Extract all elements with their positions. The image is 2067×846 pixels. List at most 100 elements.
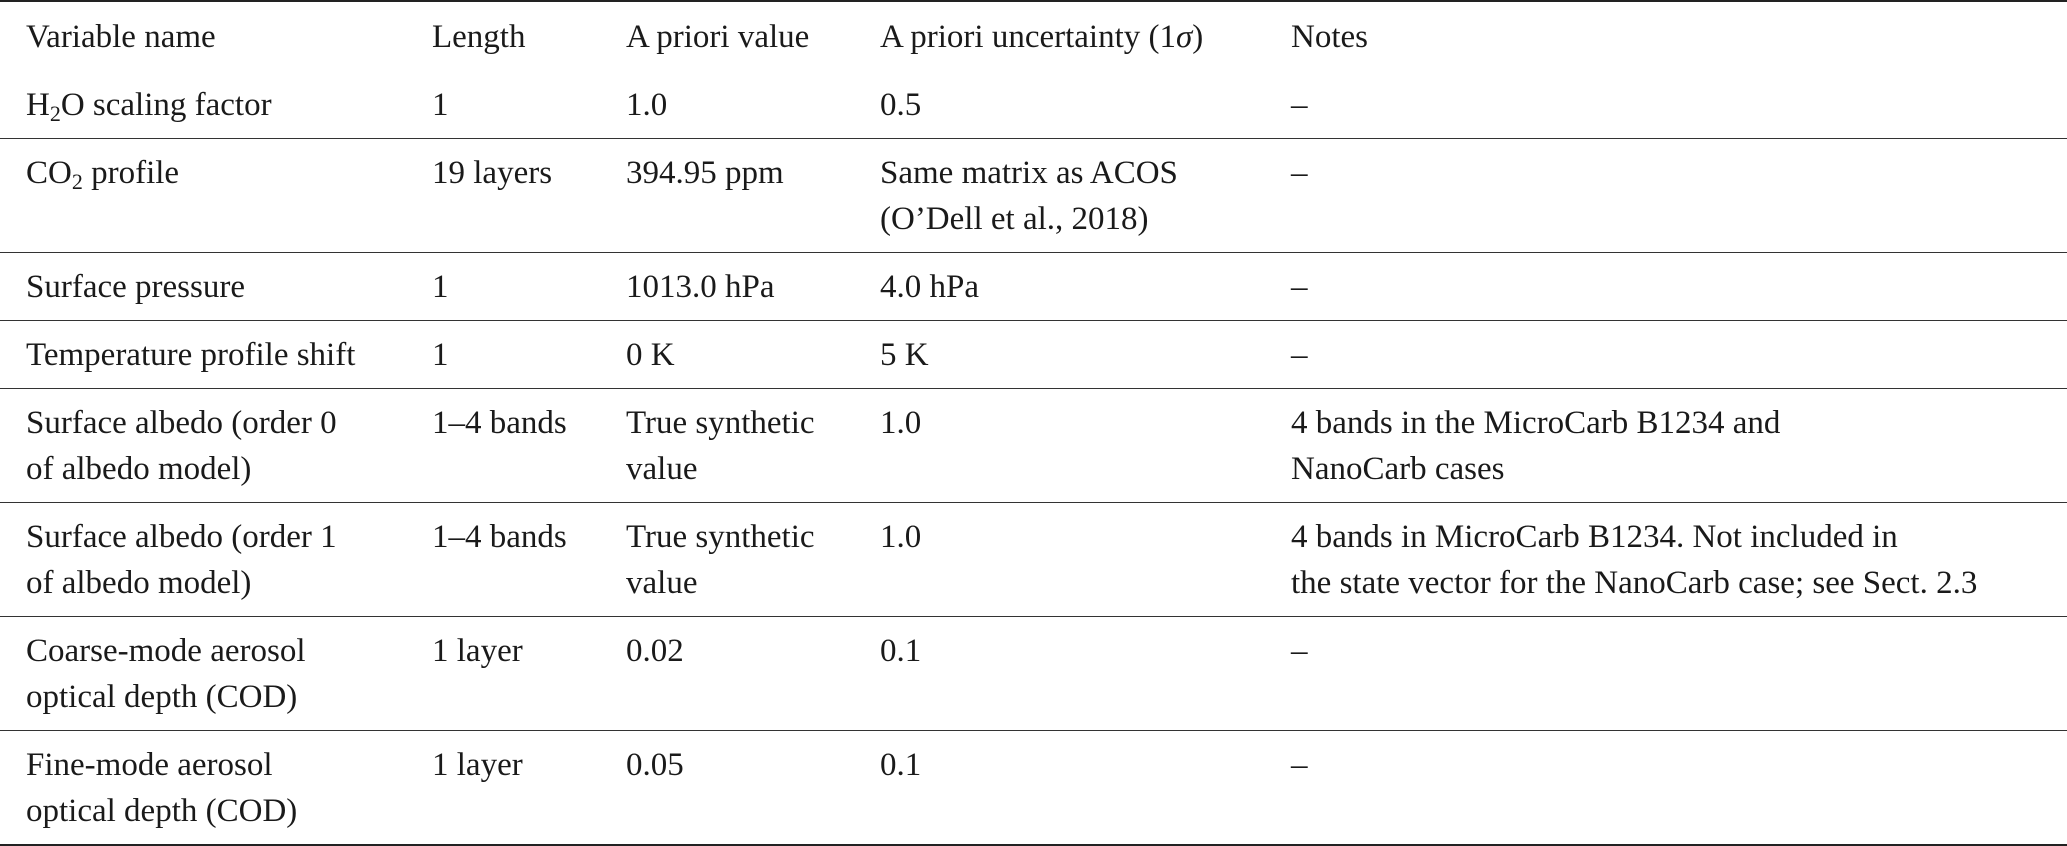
cell-text: Notes <box>1291 19 1368 55</box>
cell-text: H <box>26 87 50 123</box>
cell-a-priori-value: 1013.0 hPa <box>626 253 880 321</box>
cell-a-priori-uncertainty: 0.1 <box>880 617 1291 731</box>
cell-a-priori-uncertainty: 1.0 <box>880 503 1291 617</box>
cell-line: True synthetic <box>626 400 880 446</box>
cell-text: 1013.0 hPa <box>626 269 775 305</box>
cell-a-priori-value: True synthetic value <box>626 503 880 617</box>
cell-a-priori-uncertainty: 5 K <box>880 321 1291 389</box>
cell-line: 1 layer <box>432 628 626 674</box>
cell-text: – <box>1291 337 1308 373</box>
cell-line: (O’Dell et al., 2018) <box>880 196 1291 242</box>
cell-line: Length <box>432 14 626 60</box>
cell-line: Variable name <box>26 14 432 60</box>
cell-length: 19 layers <box>432 139 626 253</box>
cell-line: 4.0 hPa <box>880 264 1291 310</box>
cell-text: profile <box>82 155 180 191</box>
cell-line: H2O scaling factor <box>26 82 432 128</box>
cell-line: 1 <box>432 332 626 378</box>
cell-length: 1 <box>432 321 626 389</box>
table-row: CO2 profile 19 layers 394.95 ppm Same matri… <box>0 139 2067 253</box>
cell-text: 1.0 <box>626 87 668 123</box>
cell-line: of albedo model) <box>26 560 432 606</box>
cell-text: True synthetic <box>626 519 815 555</box>
cell-line: – <box>1291 628 2067 674</box>
cell-text: 1.0 <box>880 405 922 441</box>
cell-a-priori-value: 394.95 ppm <box>626 139 880 253</box>
cell-line: of albedo model) <box>26 446 432 492</box>
cell-text: 1 <box>432 87 449 123</box>
cell-length: 1 <box>432 71 626 139</box>
cell-line: 1013.0 hPa <box>626 264 880 310</box>
cell-text: Surface pressure <box>26 269 245 305</box>
cell-text: 1 <box>432 337 449 373</box>
cell-notes: – <box>1291 71 2067 139</box>
cell-line: 1 layer <box>432 742 626 788</box>
cell-line: Same matrix as ACOS <box>880 150 1291 196</box>
cell-text: 0 K <box>626 337 675 373</box>
cell-line: value <box>626 446 880 492</box>
cell-line: – <box>1291 264 2067 310</box>
cell-line: – <box>1291 742 2067 788</box>
cell-line: – <box>1291 332 2067 378</box>
cell-line: CO2 profile <box>26 150 432 196</box>
cell-text: 4.0 hPa <box>880 269 979 305</box>
cell-line: 0.1 <box>880 628 1291 674</box>
cell-variable-name: H2O scaling factor <box>0 71 432 139</box>
cell-text: A priori value <box>626 19 810 55</box>
cell-text: Variable name <box>26 19 216 55</box>
cell-text: 0.05 <box>626 747 684 783</box>
cell-text: of albedo model) <box>26 565 252 601</box>
cell-length: 1 layer <box>432 617 626 731</box>
cell-text: 0.5 <box>880 87 922 123</box>
cell-variable-name: Coarse-mode aerosol optical depth (COD) <box>0 617 432 731</box>
cell-line: Surface albedo (order 1 <box>26 514 432 560</box>
cell-text: value <box>626 565 698 601</box>
cell-notes: – <box>1291 731 2067 846</box>
column-header-a-priori-uncertainty: A priori uncertainty (1σ) <box>880 1 1291 71</box>
cell-text: optical depth (COD) <box>26 793 298 829</box>
cell-text: 1 <box>432 269 449 305</box>
cell-text: 1–4 bands <box>432 405 567 441</box>
table-row: Coarse-mode aerosol optical depth (COD) 1 … <box>0 617 2067 731</box>
cell-line: Surface albedo (order 0 <box>26 400 432 446</box>
cell-line: NanoCarb cases <box>1291 446 2067 492</box>
cell-line: Coarse-mode aerosol <box>26 628 432 674</box>
cell-line: value <box>626 560 880 606</box>
cell-line: 1 <box>432 264 626 310</box>
cell-text: CO <box>26 155 72 191</box>
column-header-a-priori-value: A priori value <box>626 1 880 71</box>
cell-text: ) <box>1192 19 1204 55</box>
cell-a-priori-uncertainty: 4.0 hPa <box>880 253 1291 321</box>
table-row: Temperature profile shift 1 0 K 5 K – <box>0 321 2067 389</box>
cell-a-priori-value: 0.02 <box>626 617 880 731</box>
cell-a-priori-value: 0.05 <box>626 731 880 846</box>
cell-line: 0 K <box>626 332 880 378</box>
cell-text: of albedo model) <box>26 451 252 487</box>
cell-text: Fine-mode aerosol <box>26 747 273 783</box>
cell-text: – <box>1291 87 1308 123</box>
cell-line: 1–4 bands <box>432 514 626 560</box>
cell-a-priori-uncertainty: 0.5 <box>880 71 1291 139</box>
cell-notes: – <box>1291 253 2067 321</box>
cell-text: 0.1 <box>880 633 922 669</box>
cell-text: A priori uncertainty (1 <box>880 19 1177 55</box>
cell-length: 1–4 bands <box>432 503 626 617</box>
cell-line: 19 layers <box>432 150 626 196</box>
cell-variable-name: Surface pressure <box>0 253 432 321</box>
cell-text: value <box>626 451 698 487</box>
cell-variable-name: Surface albedo (order 0 of albedo model) <box>0 389 432 503</box>
cell-line: Temperature profile shift <box>26 332 432 378</box>
cell-text: 1 layer <box>432 633 523 669</box>
cell-variable-name: Fine-mode aerosol optical depth (COD) <box>0 731 432 846</box>
cell-line: Notes <box>1291 14 2067 60</box>
cell-text: Temperature profile shift <box>26 337 356 373</box>
cell-text: Surface albedo (order 1 <box>26 519 337 555</box>
cell-line: Surface pressure <box>26 264 432 310</box>
column-header-length: Length <box>432 1 626 71</box>
table-row: H2O scaling factor 1 1.0 0.5 – <box>0 71 2067 139</box>
cell-text: True synthetic <box>626 405 815 441</box>
cell-text: σ <box>1176 19 1193 55</box>
cell-length: 1 <box>432 253 626 321</box>
cell-text: the state vector for the NanoCarb case; … <box>1291 565 1978 601</box>
